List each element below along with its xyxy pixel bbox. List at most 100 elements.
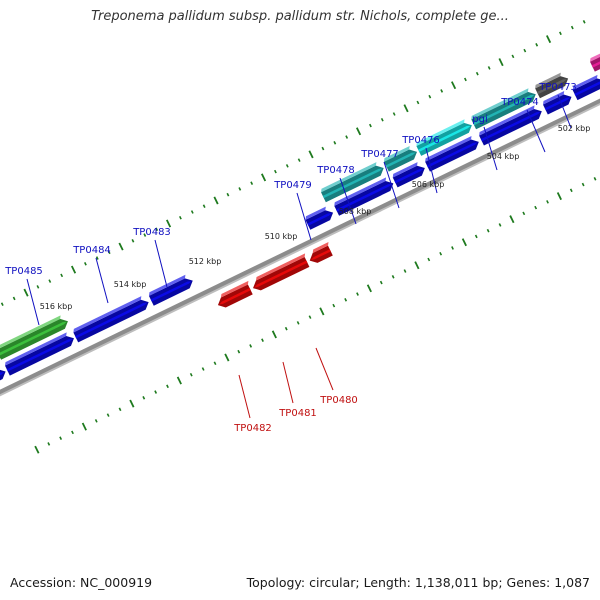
gene-label: TP0482 — [233, 423, 272, 434]
gene-arrow — [392, 162, 425, 188]
minor-tick — [451, 246, 454, 250]
minor-tick — [59, 436, 63, 440]
minor-tick — [416, 100, 420, 105]
minor-tick — [0, 302, 4, 306]
leader-line — [238, 374, 251, 419]
minor-tick — [71, 430, 74, 435]
minor-tick — [464, 77, 467, 82]
minor-tick — [356, 292, 359, 296]
minor-tick — [48, 279, 52, 283]
leader-line — [282, 361, 294, 404]
minor-tick — [344, 298, 348, 302]
minor-tick — [392, 112, 396, 116]
gene-arrow-highlight — [0, 315, 68, 360]
gene-arrow-reverse — [253, 253, 310, 291]
minor-tick — [190, 210, 194, 214]
gene-arrow-highlight-band — [473, 94, 535, 126]
gene-arrow-body — [0, 369, 6, 381]
gene-arrow-facet — [384, 145, 410, 162]
gene-arrow-facet — [321, 162, 377, 193]
map-title: Treponema pallidum subsp. pallidum str. … — [91, 9, 509, 24]
minor-tick — [498, 223, 502, 227]
leader-line — [26, 278, 40, 326]
gene-arrow-facet — [312, 242, 329, 254]
minor-tick — [238, 187, 242, 191]
major-tick — [319, 307, 325, 316]
major-tick — [271, 330, 277, 339]
gene-arrow-highlight-band — [591, 61, 600, 68]
gene-arrow-facet — [590, 53, 600, 62]
minor-tick — [60, 273, 64, 278]
minor-tick — [142, 396, 146, 400]
gene-arrow-highlight-band — [219, 288, 251, 305]
gene-arrow-highlight-band — [418, 125, 471, 152]
major-tick — [165, 219, 172, 228]
minor-tick — [474, 234, 478, 239]
position-label: 516 kbp — [40, 302, 73, 311]
gene-arrow-highlight-band — [426, 142, 478, 168]
minor-tick — [308, 315, 312, 319]
gene-arrow-highlight-band — [75, 302, 148, 339]
gene-arrow-highlight-band — [385, 152, 416, 168]
minor-tick — [95, 256, 99, 260]
minor-tick — [118, 407, 122, 412]
gene-arrow-highlight-band — [536, 79, 567, 95]
major-tick — [414, 261, 420, 270]
minor-tick — [84, 262, 87, 266]
gene-arrow-facet — [73, 296, 142, 333]
minor-tick — [213, 361, 217, 366]
minor-tick — [546, 200, 549, 204]
leader-line — [154, 239, 168, 288]
major-tick — [556, 192, 562, 201]
minor-tick — [143, 233, 147, 237]
gene-arrow — [5, 332, 74, 376]
minor-tick — [581, 182, 585, 187]
minor-tick — [570, 25, 574, 30]
minor-tick — [297, 158, 301, 162]
minor-tick — [285, 164, 289, 168]
minor-tick — [511, 54, 515, 59]
gene-arrow-highlight-band — [322, 168, 383, 199]
minor-tick — [475, 71, 479, 76]
leader-line — [296, 192, 312, 241]
minor-tick — [296, 321, 300, 325]
leader-line — [95, 257, 109, 304]
gene-label: TP0476 — [401, 135, 440, 146]
accession-text: Accession: NC_000919 — [10, 575, 153, 590]
minor-tick — [369, 123, 372, 128]
minor-tick — [106, 413, 110, 417]
minor-tick — [440, 89, 444, 93]
gene-labels: 502 kbp 504 kbp 506 kbp 508 kbp 510 kbp 512 k… — [4, 82, 590, 434]
gene-arrow-facet — [392, 162, 418, 178]
gene-arrow-highlight — [416, 119, 472, 156]
major-tick — [260, 173, 267, 182]
minor-tick — [380, 117, 384, 122]
minor-tick — [166, 384, 169, 389]
minor-tick — [189, 372, 193, 377]
gene-arrow-highlight-band — [254, 260, 308, 288]
minor-tick — [36, 285, 40, 289]
minor-tick — [345, 135, 349, 139]
position-label: 502 kbp — [558, 124, 591, 133]
minor-tick — [179, 215, 182, 220]
leader-line — [383, 161, 400, 209]
gene-arrow-highlight — [384, 145, 417, 172]
gene-arrow-facet — [148, 274, 186, 296]
major-tick — [498, 58, 504, 67]
gene-label: pgi — [472, 114, 487, 125]
major-tick — [118, 242, 124, 251]
minor-tick — [249, 344, 253, 348]
major-tick — [129, 399, 135, 408]
minor-tick — [237, 349, 241, 354]
gene-arrow-highlight — [471, 88, 536, 130]
leader-line — [557, 94, 572, 129]
position-label: 510 kbp — [265, 232, 298, 241]
gene-arrow — [305, 206, 334, 230]
gene-arrow-highlight-band — [0, 372, 5, 376]
minor-tick — [522, 211, 526, 216]
major-tick — [451, 81, 457, 90]
gene-label: TP0481 — [278, 408, 317, 419]
major-tick — [308, 150, 314, 159]
gene-label: TP0478 — [316, 165, 355, 176]
gene-arrow-reverse — [309, 242, 333, 263]
